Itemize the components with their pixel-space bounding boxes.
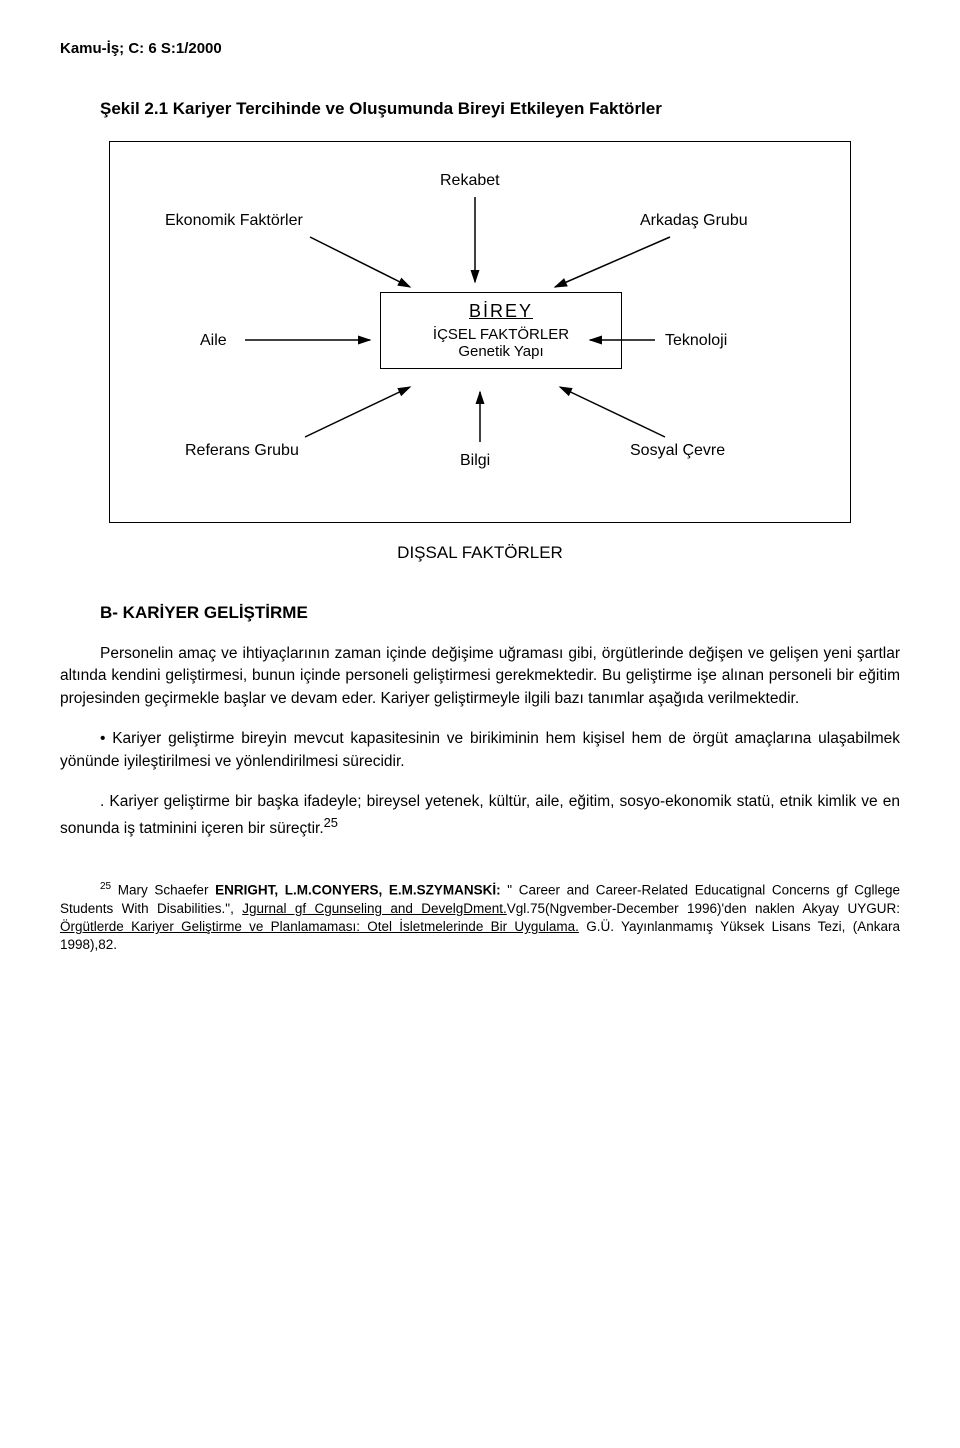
diagram-container: Rekabet Ekonomik Faktörler Arkadaş Grubu… [109,141,851,523]
footnote-u1: Jgurnal gf Cgunseling and DevelgDment. [242,901,507,916]
page-header: Kamu-İş; C: 6 S:1/2000 [60,40,900,57]
paragraph-3-text: . Kariyer geliştirme bir başka ifadeyle;… [60,793,900,837]
factor-bottom: Bilgi [460,452,490,470]
factor-right: Teknoloji [665,332,727,350]
paragraph-3: . Kariyer geliştirme bir başka ifadeyle;… [60,791,900,840]
footnote-b1: ENRIGHT, L.M.CONYERS, E.M.SZYMANSKİ: [215,883,501,898]
factor-top-right: Arkadaş Grubu [640,212,748,230]
center-sub2-label: Genetik Yapı [401,343,601,360]
footnote-a: Mary Schaefer [111,883,215,898]
factor-bottom-left: Referans Grubu [185,442,299,460]
center-main-label: BİREY [401,301,601,322]
footnote-u2: Örgütlerde Kariyer Geliştirme ve Planlam… [60,919,579,934]
factor-bottom-right: Sosyal Çevre [630,442,725,460]
footnote-sup: 25 [100,881,111,892]
factor-top: Rekabet [440,172,500,190]
factor-left: Aile [200,332,227,350]
section-heading: B- KARİYER GELİŞTİRME [100,603,900,623]
paragraph-3-sup: 25 [324,815,338,830]
figure-title: Şekil 2.1 Kariyer Tercihinde ve Oluşumun… [100,97,900,121]
center-sub1-label: İÇSEL FAKTÖRLER [401,326,601,343]
center-box: BİREY İÇSEL FAKTÖRLER Genetik Yapı [380,292,622,369]
paragraph-1: Personelin amaç ve ihtiyaçlarının zaman … [60,643,900,710]
footnote: 25 Mary Schaefer ENRIGHT, L.M.CONYERS, E… [60,880,900,954]
factor-top-left: Ekonomik Faktörler [165,212,303,230]
paragraph-2: • Kariyer geliştirme bireyin mevcut kapa… [60,728,900,773]
footnote-c: Vgl.75(Ngvember-December 1996)'den nakle… [507,901,900,916]
outer-factors-label: DIŞSAL FAKTÖRLER [60,543,900,563]
